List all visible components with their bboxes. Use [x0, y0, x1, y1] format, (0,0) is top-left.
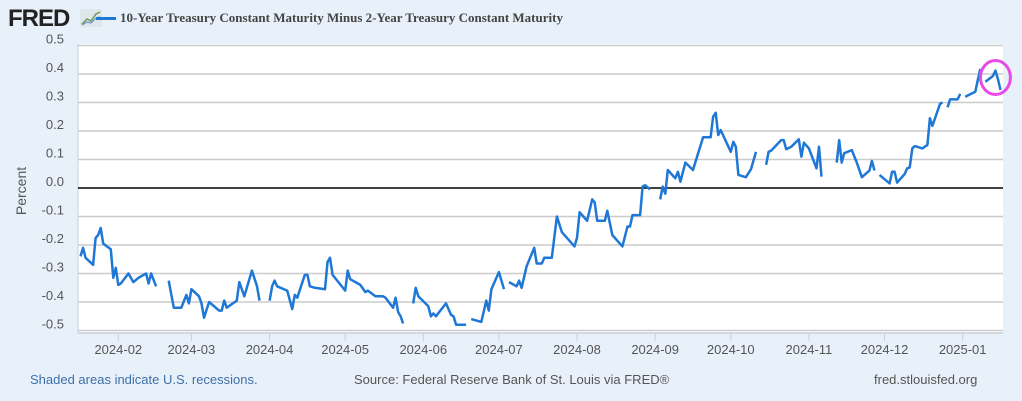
series-line-segment — [167, 269, 261, 319]
series-line-segment — [946, 93, 962, 108]
series-line-segment — [658, 111, 758, 200]
series-line-segment — [268, 256, 405, 324]
series-line-segment — [835, 138, 876, 179]
series-line-segment — [984, 69, 1002, 91]
y-tick-label: 0.5 — [46, 32, 64, 47]
series-line-segment — [411, 286, 467, 327]
x-tick-label: 2024-09 — [631, 342, 679, 357]
highlight-circle — [978, 59, 1012, 97]
x-tick-label: 2024-05 — [321, 342, 369, 357]
y-tick-label: 0.0 — [46, 174, 64, 189]
y-tick-label: 0.4 — [46, 60, 64, 75]
fred-logo[interactable]: FRED — [8, 5, 70, 32]
y-tick-label: -0.3 — [42, 260, 64, 275]
source-text: Source: Federal Reserve Bank of St. Loui… — [354, 372, 670, 387]
x-tick-label: 2025-01 — [939, 342, 987, 357]
y-tick-label: -0.5 — [42, 317, 64, 332]
x-tick-label: 2024-06 — [399, 342, 447, 357]
x-tick-label: 2024-07 — [475, 342, 523, 357]
y-tick-label: 0.1 — [46, 146, 64, 161]
x-tick-label: 2024-10 — [707, 342, 755, 357]
y-tick-label: 0.3 — [46, 89, 64, 104]
series-line-segment — [878, 101, 944, 185]
series-line-segment — [79, 226, 158, 287]
legend-label: 10-Year Treasury Constant Maturity Minus… — [120, 10, 563, 25]
series-line-segment — [764, 138, 823, 177]
x-tick-label: 2024-03 — [168, 342, 216, 357]
site-link[interactable]: fred.stlouisfed.org — [874, 372, 978, 387]
y-tick-label: -0.1 — [42, 203, 64, 218]
recession-note-link[interactable]: Shaded areas indicate U.S. recessions. — [30, 372, 258, 387]
series-line-segment — [964, 68, 982, 98]
y-axis-label: Percent — [13, 166, 29, 216]
x-tick-label: 2024-08 — [553, 342, 601, 357]
x-tick-label: 2024-02 — [94, 342, 142, 357]
y-tick-label: 0.2 — [46, 117, 64, 132]
series-line-segment — [470, 270, 506, 324]
x-tick-label: 2024-11 — [786, 342, 833, 357]
series-line-segment — [508, 183, 651, 290]
x-tick-label: 2024-12 — [861, 342, 909, 357]
y-tick-label: -0.4 — [42, 288, 64, 303]
legend-swatch — [96, 17, 116, 20]
x-tick-label: 2024-04 — [246, 342, 294, 357]
y-tick-label: -0.2 — [42, 231, 64, 246]
